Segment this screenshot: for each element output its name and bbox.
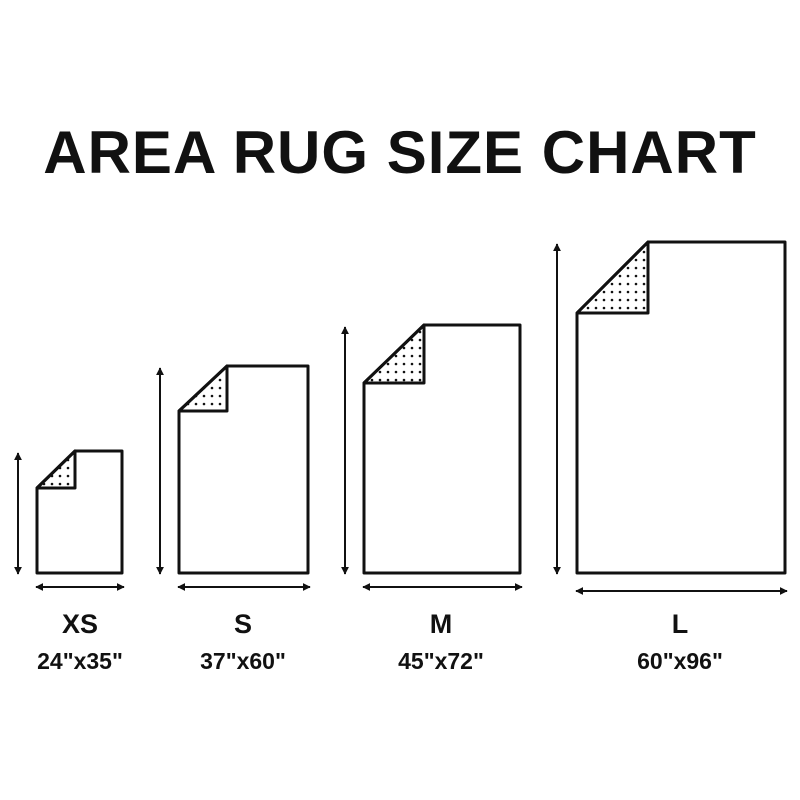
rug-dimensions-l: 60"x96" bbox=[637, 648, 723, 674]
rug-folded-corner-m bbox=[362, 323, 426, 385]
rug-folded-corner-s bbox=[177, 364, 229, 413]
chart-title: AREA RUG SIZE CHART bbox=[43, 119, 757, 186]
rug-size-xs: XS bbox=[61, 609, 99, 639]
rug-size-s: S bbox=[233, 609, 252, 639]
rug-size-l: L bbox=[671, 609, 689, 639]
rug-outline-xs bbox=[35, 449, 124, 575]
rug-dimensions-xs: 24"x35" bbox=[37, 648, 123, 674]
rug-size-m: M bbox=[429, 609, 453, 639]
rug-folded-corner-l bbox=[575, 240, 650, 315]
rug-folded-corner-xs bbox=[35, 449, 77, 490]
rug-dimensions-s: 37"x60" bbox=[200, 648, 286, 674]
rug-dimensions-m: 45"x72" bbox=[398, 648, 484, 674]
